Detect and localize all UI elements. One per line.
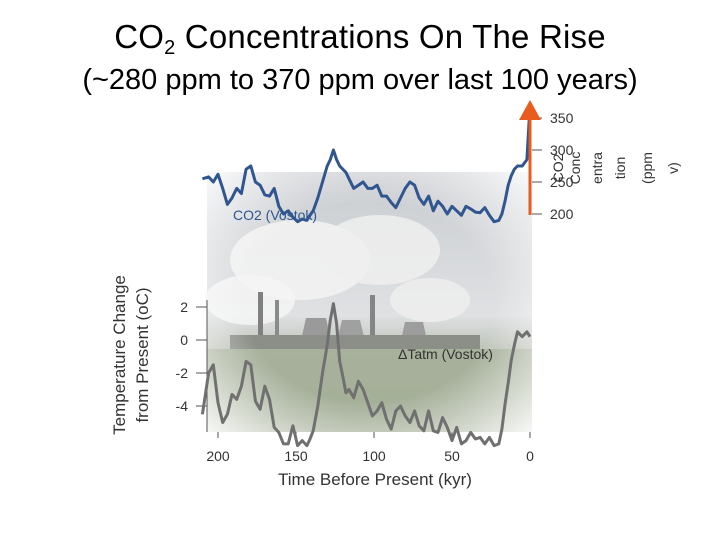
co2-axis-label-line: CO2 bbox=[550, 153, 566, 182]
temperature-tick-label: -4 bbox=[176, 398, 189, 414]
time-tick-label: 50 bbox=[444, 448, 460, 464]
modern-rise-arrow-head bbox=[519, 100, 541, 120]
co2-axis-label: CO2 Conc entra tion (ppm v) bbox=[550, 152, 681, 185]
time-tick-label: 150 bbox=[284, 448, 308, 464]
temperature-tick-label: 2 bbox=[180, 299, 188, 315]
co2-tick-label: 250 bbox=[550, 174, 574, 190]
chart-title: CO2 Concentrations On The Rise bbox=[114, 18, 606, 59]
x-axis-label: Time Before Present (kyr) bbox=[278, 470, 472, 489]
co2-tick-label: 300 bbox=[550, 142, 574, 158]
chart-subtitle: (~280 ppm to 370 ppm over last 100 years… bbox=[82, 64, 638, 96]
temperature-axis-ticks: 2 0 -2 -4 bbox=[176, 299, 207, 414]
time-tick-label: 200 bbox=[206, 448, 230, 464]
co2-series-label: CO2 (Vostok) bbox=[233, 207, 317, 223]
co2-tick-label: 350 bbox=[550, 110, 574, 126]
temperature-axis-label-line-2: from Present (oC) bbox=[133, 287, 152, 422]
temperature-tick-label: -2 bbox=[176, 365, 189, 381]
co2-axis-label-line: tion bbox=[612, 157, 628, 180]
temperature-series-label: ΔTatm (Vostok) bbox=[398, 346, 493, 362]
co2-axis-label-line: Conc bbox=[567, 152, 583, 185]
co2-axis-label-line: v) bbox=[665, 162, 681, 174]
temperature-axis-label-line-1: Temperature Change bbox=[110, 275, 129, 435]
temperature-vostok-series-line bbox=[200, 302, 532, 448]
temperature-tick-label: 0 bbox=[180, 332, 188, 348]
co2-vostok-series-line bbox=[201, 105, 532, 224]
co2-axis-label-line: entra bbox=[589, 152, 605, 184]
time-tick-label: 100 bbox=[362, 448, 386, 464]
time-axis-ticks: 200 150 100 50 0 bbox=[206, 432, 534, 464]
time-tick-label: 0 bbox=[526, 448, 534, 464]
co2-axis-label-line: (ppm bbox=[639, 152, 655, 184]
power-plant-background-image bbox=[205, 172, 532, 432]
co2-tick-label: 200 bbox=[550, 206, 574, 222]
